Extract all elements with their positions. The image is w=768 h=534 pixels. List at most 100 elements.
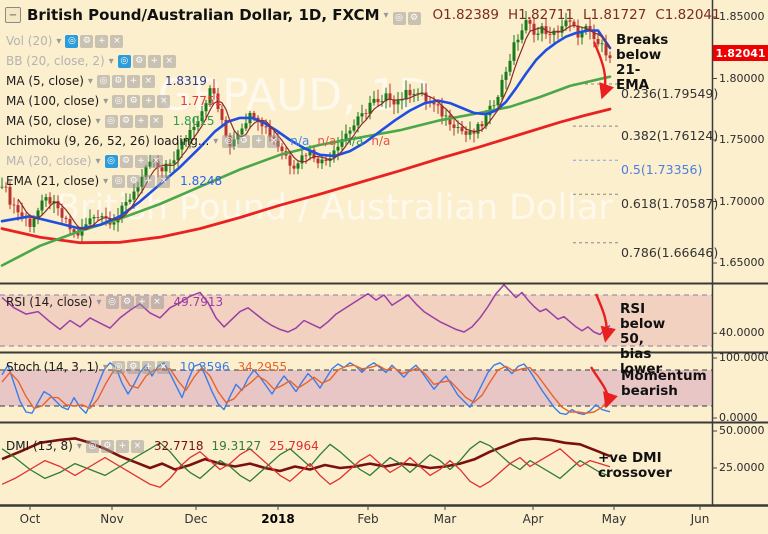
scale-tick-label: 1.70000 (719, 194, 765, 208)
chevron-down-icon[interactable]: ▾ (102, 361, 108, 373)
chevron-down-icon[interactable]: ▾ (87, 75, 93, 87)
eye-icon[interactable]: ◎ (112, 94, 126, 108)
legend-row-vol-label[interactable]: Vol (20) (6, 34, 53, 48)
gear-icon[interactable]: ⚙ (100, 439, 114, 453)
add-icon[interactable]: + (147, 54, 161, 68)
close-icon[interactable]: × (110, 34, 124, 48)
close-icon[interactable]: × (267, 134, 281, 148)
ohlc-value: L1.81727 (582, 7, 647, 23)
add-icon[interactable]: + (115, 439, 129, 453)
add-icon[interactable]: + (134, 154, 148, 168)
chevron-down-icon[interactable]: ▾ (56, 35, 62, 47)
legend-row-dmi-label[interactable]: DMI (13, 8) (6, 439, 73, 453)
gear-icon[interactable]: ⚙ (127, 94, 141, 108)
close-icon[interactable]: × (149, 154, 163, 168)
eye-icon[interactable]: ◎ (392, 12, 406, 25)
close-icon[interactable]: × (156, 360, 170, 374)
close-icon[interactable]: × (141, 74, 155, 88)
eye-icon[interactable]: ◎ (117, 54, 131, 68)
legend-row-dmi: DMI (13, 8) ▾ ◎ ⚙ + × 32.7718 19.3127 25.7964 (6, 438, 319, 454)
eye-icon[interactable]: ◎ (105, 295, 119, 309)
legend-row-ma: MA (100, close) ▾ ◎ ⚙ + × 1.7751 (6, 93, 222, 109)
gear-icon[interactable]: ⚙ (132, 54, 146, 68)
eye-icon[interactable]: ◎ (104, 154, 118, 168)
candles (0, 10, 612, 244)
legend-row-stoch: Stoch (14, 3, 1) ▾ ◎ ⚙ + × 10.3596 34.2955 (6, 359, 287, 375)
chevron-down-icon[interactable]: ▾ (383, 9, 389, 21)
eye-icon[interactable]: ◎ (85, 439, 99, 453)
add-icon[interactable]: + (252, 134, 266, 148)
chevron-down-icon[interactable]: ▾ (96, 296, 102, 308)
legend-row-stoch-label[interactable]: Stoch (14, 3, 1) (6, 360, 99, 374)
eye-icon[interactable]: ◎ (111, 360, 125, 374)
gear-icon[interactable]: ⚙ (119, 114, 133, 128)
add-icon[interactable]: + (95, 34, 109, 48)
gear-icon[interactable]: ⚙ (111, 74, 125, 88)
dmi-line[interactable] (1, 448, 611, 488)
legend-row-ichimoku-label[interactable]: Ichimoku (9, 26, 52, 26) loading... (6, 134, 210, 148)
stoch-line-D[interactable] (1, 364, 611, 414)
dmi-line[interactable] (1, 437, 611, 473)
chevron-down-icon[interactable]: ▾ (95, 115, 101, 127)
month-label-feb: Feb (357, 512, 379, 526)
eye-icon[interactable]: ◎ (65, 34, 79, 48)
month-label-dec: Dec (184, 512, 208, 526)
eye-icon[interactable]: ◎ (222, 134, 236, 148)
close-icon[interactable]: × (149, 114, 163, 128)
fib-label: 0.236(1.79549) (621, 86, 719, 102)
gear-icon[interactable]: ⚙ (127, 174, 141, 188)
add-icon[interactable]: + (142, 174, 156, 188)
legend-row-vol: Vol (20) ▾ ◎ ⚙ + × (6, 33, 125, 49)
legend-row-ma: MA (50, close) ▾ ◎ ⚙ + × 1.8015 (6, 113, 215, 129)
legend-row-ma-label[interactable]: MA (100, close) (6, 94, 100, 108)
dmi-line[interactable] (1, 440, 611, 482)
scale-tick-label: 100.0000 (719, 351, 768, 364)
legend-row-ma-label[interactable]: MA (5, close) (6, 74, 84, 88)
chevron-down-icon[interactable]: ▾ (213, 135, 219, 147)
gear-icon[interactable]: ⚙ (80, 34, 94, 48)
close-icon[interactable]: × (157, 94, 171, 108)
annotation-dmi-note: +ve DMI crossover (598, 450, 672, 481)
month-label-mar: Mar (433, 512, 457, 526)
gear-icon[interactable]: ⚙ (126, 360, 140, 374)
chevron-down-icon[interactable]: ▾ (103, 175, 109, 187)
close-icon[interactable]: × (150, 295, 164, 309)
stoch-line-K[interactable] (1, 362, 611, 416)
eye-icon[interactable]: ◎ (104, 114, 118, 128)
overlay-ma5[interactable] (17, 24, 611, 231)
symbol-title[interactable]: British Pound/Australian Dollar, 1D, FXC… (27, 6, 380, 24)
close-icon[interactable]: × (130, 439, 144, 453)
legend-row-ma: MA (5, close) ▾ ◎ ⚙ + × 1.8319 (6, 73, 207, 89)
chevron-down-icon[interactable]: ▾ (108, 55, 114, 67)
eye-icon[interactable]: ◎ (96, 74, 110, 88)
title-icon-buttons: ◎ ⚙ (392, 5, 423, 25)
add-icon[interactable]: + (126, 74, 140, 88)
eye-icon[interactable]: ◎ (112, 174, 126, 188)
add-icon[interactable]: + (134, 114, 148, 128)
gear-icon[interactable]: ⚙ (120, 295, 134, 309)
close-icon[interactable]: × (162, 54, 176, 68)
legend-row-ema-label[interactable]: EMA (21, close) (6, 174, 100, 188)
gear-icon[interactable]: ⚙ (237, 134, 251, 148)
legend-row-ma-label[interactable]: MA (20, close) (6, 154, 92, 168)
legend-row-bb-label[interactable]: BB (20, close, 2) (6, 54, 105, 68)
red-arrow-icon (589, 366, 618, 409)
legend-row-ma-label[interactable]: MA (50, close) (6, 114, 92, 128)
overlay-ma100[interactable] (0, 107, 612, 245)
gear-icon[interactable]: ⚙ (119, 154, 133, 168)
close-icon[interactable]: × (157, 174, 171, 188)
add-icon[interactable]: + (141, 360, 155, 374)
gear-icon[interactable]: ⚙ (407, 12, 421, 25)
chevron-down-icon[interactable]: ▾ (103, 95, 109, 107)
add-icon[interactable]: + (135, 295, 149, 309)
chevron-down-icon[interactable]: ▾ (76, 440, 82, 452)
chevron-down-icon[interactable]: ▾ (95, 155, 101, 167)
add-icon[interactable]: + (142, 94, 156, 108)
ohlc-value: C1.82041 (655, 7, 721, 23)
rsi-line[interactable] (1, 284, 611, 336)
legend-row-rsi-label[interactable]: RSI (14, close) (6, 295, 93, 309)
collapse-icon[interactable]: − (5, 7, 21, 23)
legend-row-dmi-value: 32.7718 (153, 439, 204, 453)
